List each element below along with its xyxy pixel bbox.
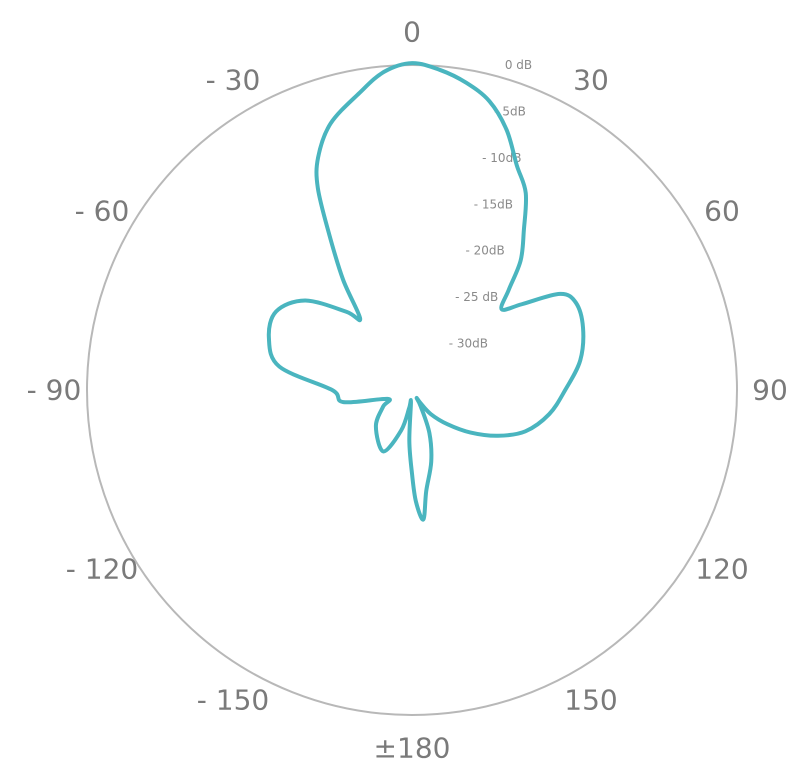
angle-tick-label: - 150 xyxy=(197,684,269,717)
radial-tick-label: 0 dB xyxy=(505,58,532,72)
angle-tick-label: 60 xyxy=(704,195,740,228)
angle-tick-label: 0 xyxy=(403,16,421,49)
angle-tick-label: - 60 xyxy=(75,195,130,228)
angle-tick-label: ±180 xyxy=(374,732,451,765)
angle-tick-label: - 90 xyxy=(27,374,82,407)
outer-ring xyxy=(87,65,737,715)
radial-tick-label: - 25 dB xyxy=(455,290,498,304)
angle-tick-label: 30 xyxy=(573,64,609,97)
angle-tick-label: 90 xyxy=(752,374,788,407)
angle-tick-label: - 120 xyxy=(66,553,138,586)
radial-tick-label: - 15dB xyxy=(474,197,513,211)
angle-tick-label: 120 xyxy=(695,553,748,586)
pattern-series-line xyxy=(269,63,584,520)
radial-tick-label: - 20dB xyxy=(465,244,504,258)
angle-tick-label: 150 xyxy=(564,684,617,717)
angle-tick-labels: 0 30 60 90 120 150 ±180 - 150 - 120 - 90 - 60 - 30 xyxy=(27,16,788,765)
angle-tick-label: - 30 xyxy=(206,64,261,97)
radial-tick-label: - 30dB xyxy=(449,337,488,351)
